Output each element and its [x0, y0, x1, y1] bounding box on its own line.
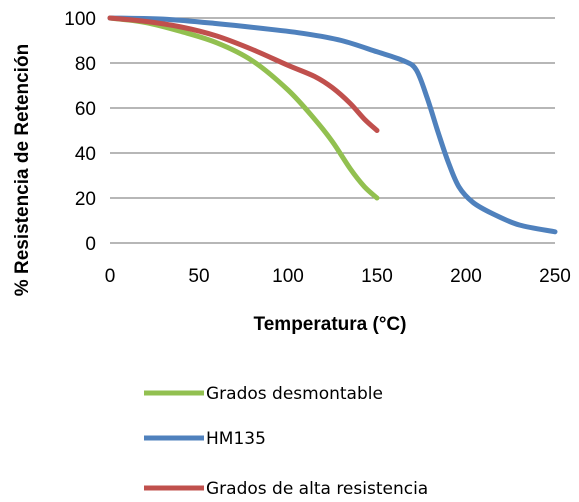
x-tick-150: 150	[361, 266, 393, 287]
y-tick-80: 80	[75, 54, 96, 75]
legend: Grados desmontable HM135 Grados de alta re…	[144, 384, 428, 499]
x-tick-200: 200	[450, 266, 482, 287]
y-tick-40: 40	[75, 144, 96, 165]
series-line-hm135	[107, 15, 558, 235]
y-tick-20: 20	[75, 189, 96, 210]
y-axis-title: % Resistencia de Retención	[12, 44, 33, 296]
y-tick-100: 100	[64, 9, 96, 30]
x-tick-250: 250	[539, 266, 571, 287]
series-line-grados-desmontable	[107, 15, 380, 201]
y-tick-labels: 0 20 40 60 80 100	[64, 9, 96, 255]
y-tick-60: 60	[75, 99, 96, 120]
legend-label-hm135: HM135	[206, 429, 266, 449]
x-tick-0: 0	[105, 266, 116, 287]
x-axis-title: Temperatura (°C)	[254, 314, 407, 335]
series-lines	[107, 15, 558, 235]
grid-lines	[110, 17, 555, 244]
x-tick-100: 100	[272, 266, 304, 287]
legend-label-grados-de-alta-resistencia: Grados de alta resistencia	[206, 479, 428, 499]
series-line-grados-de-alta-resistencia	[107, 15, 380, 133]
x-tick-50: 50	[188, 266, 209, 287]
legend-label-grados-desmontable: Grados desmontable	[206, 384, 383, 404]
y-tick-0: 0	[85, 234, 96, 255]
x-tick-labels: 0 50 100 150 200 250	[105, 266, 571, 287]
